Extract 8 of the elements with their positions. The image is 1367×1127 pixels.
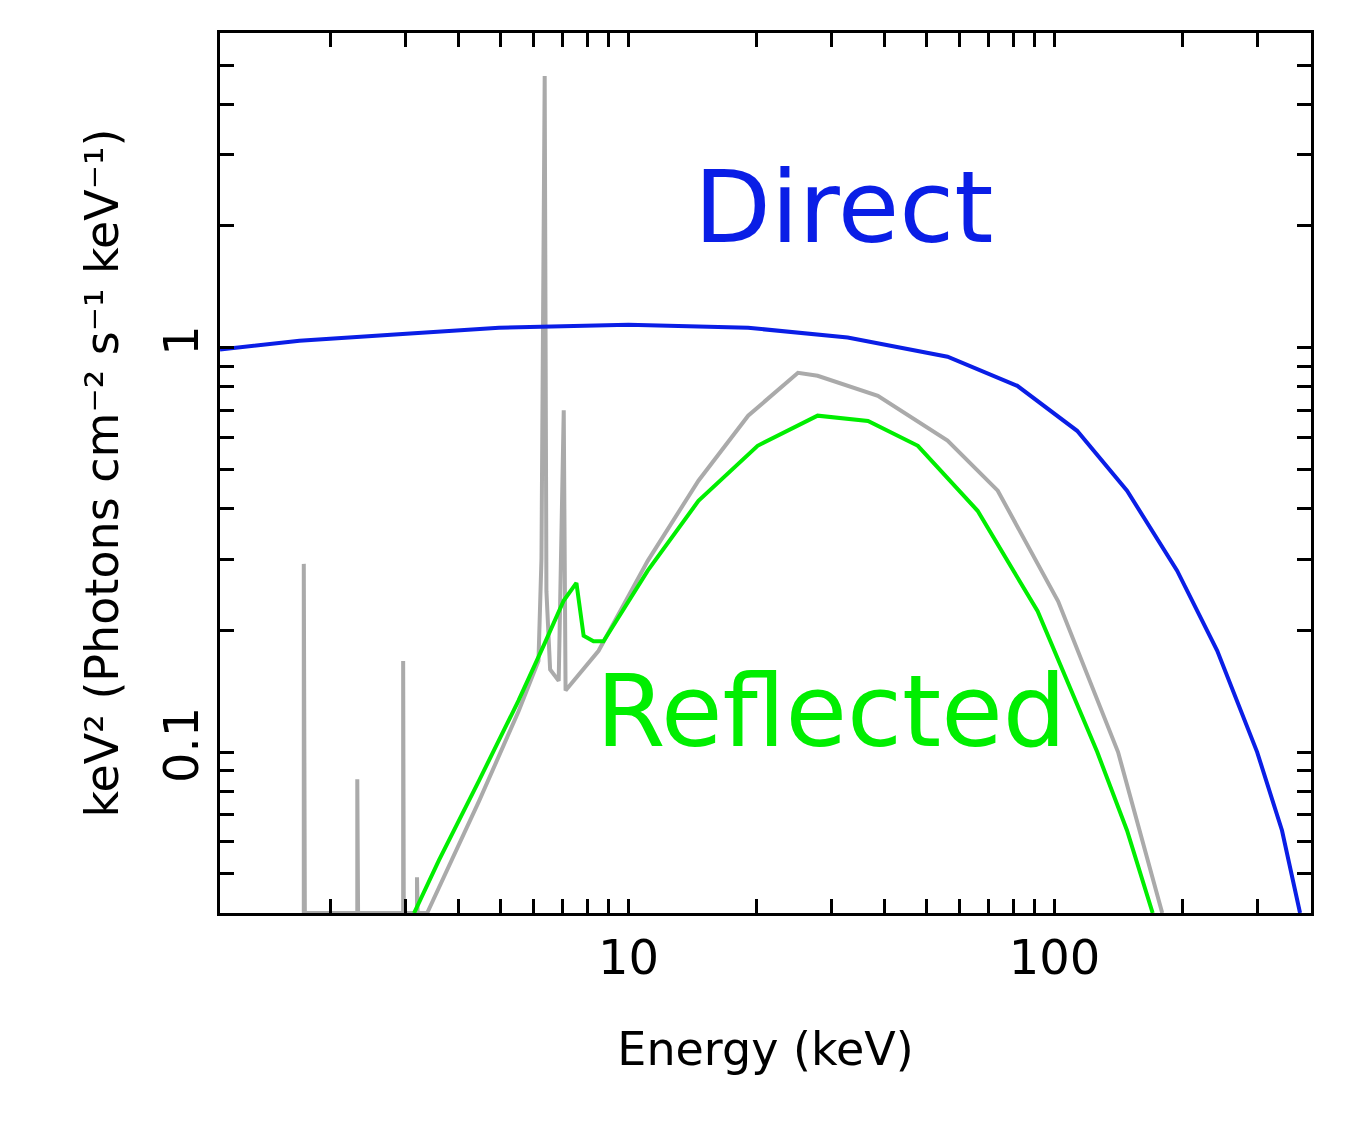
y-tick-label: 1: [152, 325, 209, 356]
y-axis-title: keV² (Photons cm⁻² s⁻¹ keV⁻¹): [75, 128, 130, 818]
x-axis-title: Energy (keV): [617, 1022, 914, 1077]
x-tick-label: 100: [1008, 928, 1101, 985]
x-tick-label: 10: [597, 928, 659, 985]
series-label: Reflected: [596, 653, 1067, 770]
series-label: Direct: [694, 149, 994, 266]
y-tick-label: 0.1: [152, 706, 209, 784]
